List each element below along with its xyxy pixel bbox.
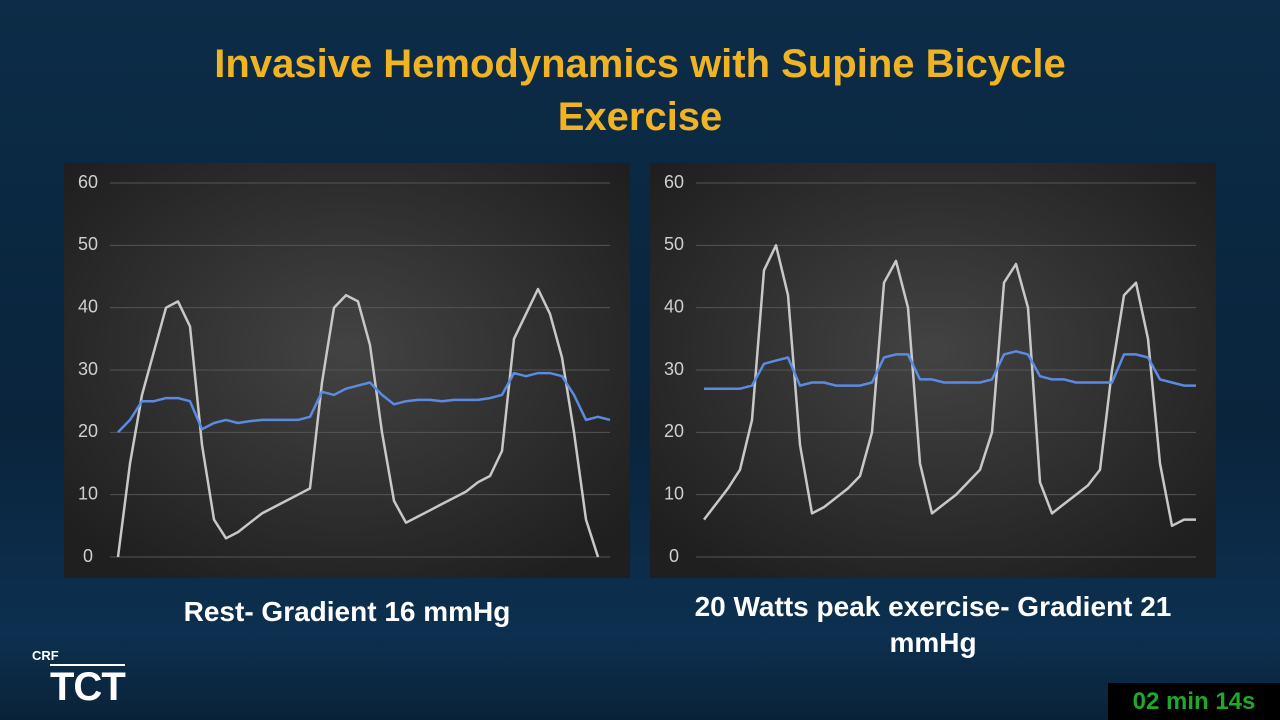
y-tick-label: 50 [664, 234, 684, 254]
y-tick-label: 0 [83, 546, 93, 566]
y-tick-label: 60 [664, 172, 684, 192]
timer: 02 min 14s [1108, 683, 1280, 720]
line-series [704, 350, 1196, 390]
slide-title: Invasive Hemodynamics with Supine Bicycl… [214, 42, 1066, 139]
line-series [703, 244, 1196, 528]
line-series [117, 371, 611, 434]
y-tick-label: 20 [78, 421, 98, 441]
brand: CRF [32, 648, 59, 663]
y-tick-label: 10 [664, 483, 684, 503]
chart-caption: Rest- Gradient 16 mmHg [183, 596, 511, 627]
chart-caption: 20 Watts peak exercise- Gradient 21 mmHg [694, 591, 1172, 658]
logo: TCT [50, 664, 126, 709]
y-tick-label: 30 [664, 359, 684, 379]
line-series [116, 287, 600, 558]
y-tick-label: 20 [664, 421, 684, 441]
y-tick-label: 40 [664, 296, 684, 316]
y-tick-label: 0 [669, 546, 679, 566]
y-tick-label: 50 [78, 234, 98, 254]
y-tick-label: 60 [78, 172, 98, 192]
y-tick-label: 10 [78, 483, 98, 503]
y-tick-label: 30 [78, 359, 98, 379]
y-tick-label: 40 [78, 296, 98, 316]
